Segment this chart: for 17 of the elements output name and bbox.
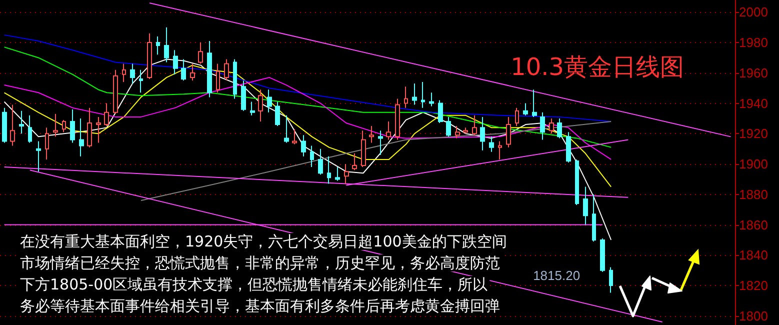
y-tick-label: 1880 [739,186,768,202]
y-tick-label: 2000 [739,4,768,20]
annotation: 1815.20 [533,268,580,283]
y-tick-label: 1840 [739,248,768,263]
y-tick-label: 1940 [739,96,768,111]
y-tick-label: 1920 [739,126,768,142]
y-tick-label: 1960 [739,65,768,80]
y-tick-label: 1820 [739,278,768,294]
text: 10.3黄金日线图 [510,53,684,81]
y-tick-label: 1800 [739,308,768,324]
y-tick-label: 1860 [739,217,768,232]
annotation: 下方1805-00区域虽有技术支撑，但恐慌抛售情绪未必能刹住车，所以 [20,276,488,294]
y-tick-label: 1980 [739,35,768,50]
annotation: 在没有重大基本面利空，1920失守，六七个交易日超100美金的下跌空间 [20,232,507,250]
y-tick-label: 1900 [739,156,768,172]
annotation: 市场情绪已经失控，恐慌式抛售，非常的异常，历史罕见，务必高度防范 [20,254,500,272]
annotation: 务必等待基本面事件给相关引导，基本面有利多条件后再考虑黄金搏回弹 [20,297,500,315]
